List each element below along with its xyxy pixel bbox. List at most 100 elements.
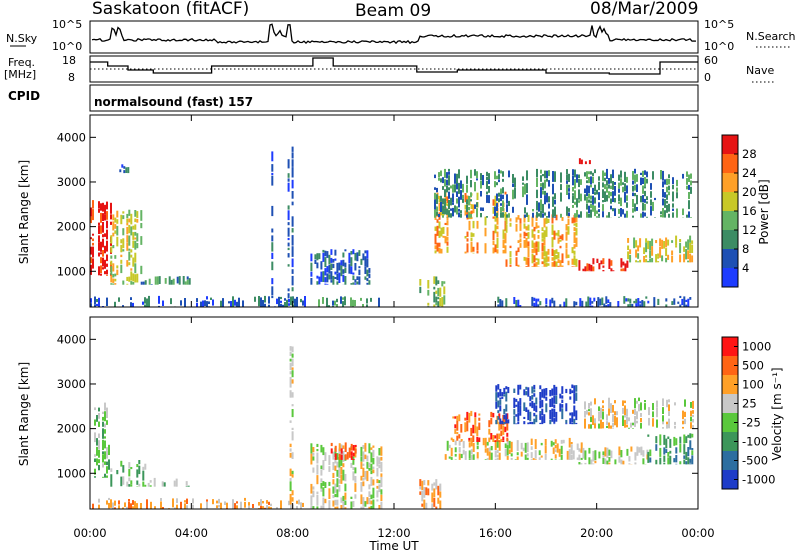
echo-cell [602,405,604,408]
echo-cell [102,417,104,421]
echo-cell [624,214,626,218]
echo-cell [340,260,342,265]
echo-cell [592,205,594,212]
echo-cell [376,456,378,466]
echo-cell [503,240,505,249]
echo-cell [258,296,260,306]
nsky-tick-high: 10^5 [52,18,82,31]
echo-cell [128,499,130,502]
echo-cell [354,283,356,284]
echo-cell [513,416,515,425]
echo-cell [560,240,562,242]
echo-cell [608,398,610,409]
echo-cell [292,287,294,291]
echo-cell [438,172,440,177]
echo-cell [584,189,586,194]
echo-cell [130,249,132,252]
echo-cell [592,451,594,462]
velocity-ylabel: Slant Range [km] [17,362,31,466]
echo-cell [433,292,435,303]
echo-cell [496,434,498,442]
echo-cell [575,385,577,392]
echo-cell [186,486,188,487]
echo-cell [98,422,100,427]
echo-cell [92,239,94,242]
echo-cell [586,263,588,271]
echo-cell [525,387,527,390]
echo-cell [610,192,612,196]
echo-cell [574,255,576,265]
echo-cell [470,411,472,416]
echo-cell [646,172,648,178]
echo-cell [120,461,122,467]
echo-cell [513,409,515,415]
echo-cell [106,211,108,220]
echo-cell [651,258,653,262]
echo-cell [366,259,368,268]
echo-cell [629,299,631,304]
echo-cell [330,280,332,283]
echo-cell [520,238,522,242]
echo-cell [585,161,587,164]
echo-cell [316,444,318,447]
echo-cell [98,208,100,212]
echo-cell [671,256,673,263]
echo-cell [551,389,553,396]
echo-cell [276,299,278,305]
echo-cell [671,301,673,305]
echo-cell [102,234,104,237]
echo-cell [443,281,445,284]
echo-cell [352,282,354,284]
echo-cell [509,450,511,455]
echo-cell [675,245,677,247]
echo-cell [442,206,444,215]
echo-cell [561,446,563,454]
echo-cell [471,242,473,253]
echo-cell [618,217,620,218]
echo-cell [545,445,547,453]
echo-cell [531,422,533,424]
echo-cell [370,495,372,500]
echo-cell [316,276,318,279]
echo-cell [536,178,538,187]
echo-cell [606,426,608,428]
echo-cell [576,210,578,217]
echo-cell [444,208,446,214]
echo-cell [543,389,545,399]
echo-cell [320,470,322,476]
echo-cell [514,178,516,188]
echo-cell [326,251,328,258]
echo-cell [578,215,580,218]
echo-cell [322,460,324,470]
echo-cell [594,197,596,203]
echo-cell [200,302,202,307]
echo-cell [122,228,124,235]
echo-cell [437,243,439,252]
echo-cell [684,399,686,406]
echo-cell [536,262,538,267]
echo-cell [238,298,240,307]
echo-cell [496,213,498,218]
echo-cell [565,420,567,423]
echo-cell [242,300,244,307]
echo-cell [683,455,685,459]
echo-cell [439,491,441,497]
echo-cell [220,503,222,509]
echo-cell [657,254,659,257]
echo-cell [493,231,495,240]
echo-cell [520,218,522,224]
echo-cell [602,200,604,202]
echo-cell [573,450,575,459]
echo-cell [331,448,333,453]
echo-cell [598,424,600,429]
echo-cell [554,193,556,199]
echo-cell [244,502,246,508]
echo-cell [505,413,507,423]
echo-cell [336,489,338,497]
echo-cell [603,304,605,308]
echo-cell [322,505,324,509]
echo-cell [517,457,519,460]
echo-cell [370,452,372,462]
echo-cell [604,458,606,464]
echo-cell [558,252,560,259]
